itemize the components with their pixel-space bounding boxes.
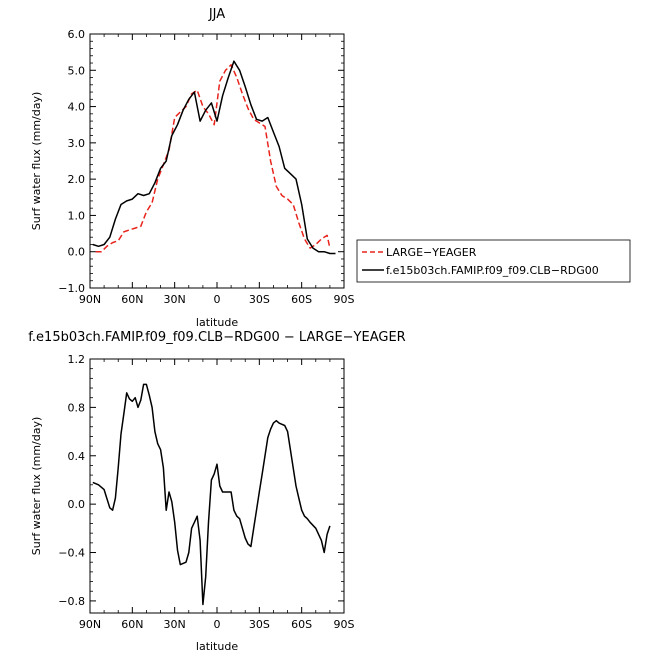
bottom-x-tick-label-1: 60N (121, 618, 143, 631)
top-y-axis-label: Surf water flux (mm/day) (30, 92, 43, 231)
bottom-series-line-0 (92, 383, 331, 606)
top-x-tick-label-3: 0 (214, 293, 221, 306)
top-axis-ticks: 90N 60N 30N 0 30S 60S 90S −1.0 0.0 1.0 2.0 3.0 4.0 5.… (58, 28, 354, 306)
bottom-x-tick-label-6: 90S (334, 618, 355, 631)
top-y-tick-label-1: 0.0 (68, 246, 86, 259)
top-series-line-1 (92, 60, 336, 255)
top-y-tick-label-6: 5.0 (68, 64, 86, 77)
top-x-tick-label-4: 30S (249, 293, 270, 306)
bottom-x-tick-label-3: 0 (214, 618, 221, 631)
top-x-axis-label: latitude (196, 316, 238, 329)
top-y-tick-label-0: −1.0 (58, 282, 85, 295)
top-x-tick-label-1: 60N (121, 293, 143, 306)
bottom-panel: f.e15b03ch.FAMIP.f09_f09.CLB−RDG00 − LAR… (28, 330, 405, 653)
top-x-tick-label-2: 30N (164, 293, 186, 306)
top-y-tick-label-5: 4.0 (68, 101, 86, 114)
bottom-plot-frame (89, 358, 345, 614)
bottom-chart-title: f.e15b03ch.FAMIP.f09_f09.CLB−RDG00 − LAR… (28, 330, 405, 345)
bottom-y-axis-label: Surf water flux (mm/day) (30, 417, 43, 556)
bottom-y-tick-label-0: −0.8 (58, 595, 85, 608)
top-x-tick-label-6: 90S (334, 293, 355, 306)
bottom-axis-ticks: 90N 60N 30N 0 30S 60S 90S −0.8 −0.4 0.0 0.4 0.8 1.2 (58, 353, 354, 631)
top-x-tick-label-0: 90N (79, 293, 101, 306)
bottom-y-tick-label-4: 0.8 (68, 401, 86, 414)
bottom-y-tick-label-2: 0.0 (68, 498, 86, 511)
top-plot-frame (89, 33, 345, 289)
legend-box (356, 239, 631, 283)
bottom-series-group (92, 383, 331, 606)
bottom-x-tick-label-2: 30N (164, 618, 186, 631)
top-series-line-0 (95, 64, 331, 253)
bottom-y-tick-label-1: −0.4 (58, 547, 85, 560)
top-x-tick-label-5: 60S (291, 293, 312, 306)
bottom-x-tick-label-0: 90N (79, 618, 101, 631)
top-series-group (92, 60, 336, 255)
top-y-tick-label-7: 6.0 (68, 28, 86, 41)
top-y-tick-label-3: 2.0 (68, 173, 86, 186)
legend: LARGE−YEAGER f.e15b03ch.FAMIP.f09_f09.CL… (356, 239, 631, 283)
legend-label-large-yeager: LARGE−YEAGER (386, 246, 477, 259)
bottom-x-tick-label-4: 30S (249, 618, 270, 631)
top-chart-title: JJA (208, 7, 225, 22)
top-panel: JJA 90N 60N 30N 0 30S 60S 90S −1.0 0.0 1.0 2.0 3.0 4… (30, 7, 355, 329)
top-y-tick-label-2: 1.0 (68, 209, 86, 222)
bottom-x-tick-label-5: 60S (291, 618, 312, 631)
bottom-y-tick-label-5: 1.2 (68, 353, 86, 366)
bottom-x-axis-label: latitude (196, 640, 238, 653)
bottom-y-tick-label-3: 0.4 (68, 450, 86, 463)
top-y-tick-label-4: 3.0 (68, 137, 86, 150)
legend-label-model: f.e15b03ch.FAMIP.f09_f09.CLB−RDG00 (386, 264, 599, 277)
